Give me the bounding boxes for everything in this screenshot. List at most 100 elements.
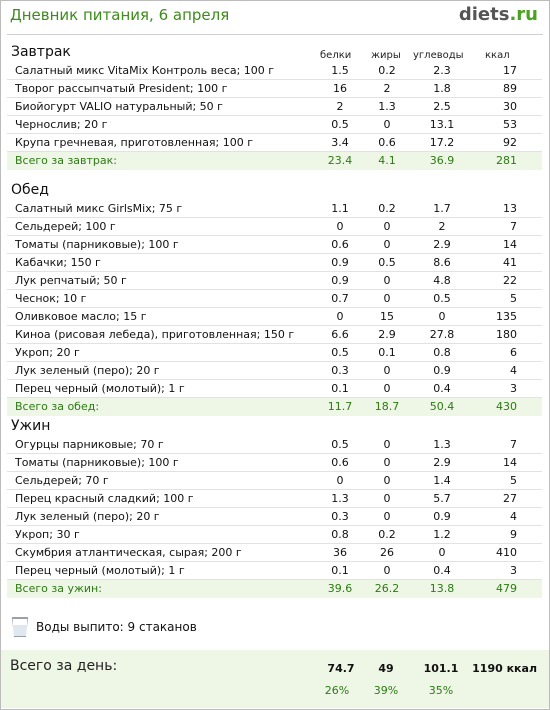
meal-total-protein: 11.7	[327, 400, 353, 413]
food-fat: 0	[383, 492, 391, 505]
food-row[interactable]: Чеснок; 10 г 0.7 0 0.5 5	[7, 290, 542, 308]
day-kcal: 1190 ккал	[472, 662, 537, 675]
food-kcal: 9	[510, 528, 517, 541]
food-protein: 0.9	[331, 274, 349, 287]
meal-title-text: Завтрак	[11, 44, 71, 60]
food-fat: 0	[383, 456, 391, 469]
food-fat: 0	[383, 474, 391, 487]
food-row[interactable]: Крупа гречневая, приготовленная; 100 г 3.…	[7, 134, 542, 152]
food-fat: 0.2	[378, 202, 396, 215]
food-kcal: 89	[503, 82, 517, 95]
food-kcal: 53	[503, 118, 517, 131]
food-name: Томаты (парниковые); 100 г	[15, 456, 179, 469]
food-row[interactable]: Творог рассыпчатый President; 100 г 16 2 1.…	[7, 80, 542, 98]
day-carbs: 101.1	[423, 662, 459, 675]
food-name: Крупа гречневая, приготовленная; 100 г	[15, 136, 254, 149]
food-name: Перец красный сладкий; 100 г	[15, 492, 194, 505]
food-name: Салатный микс VitaMix Контроль веса; 100…	[15, 64, 275, 77]
meal-total-kcal: 479	[496, 582, 517, 595]
food-row[interactable]: Сельдерей; 100 г 0 0 2 7	[7, 218, 542, 236]
food-fat: 0	[383, 364, 391, 377]
food-row[interactable]: Салатный микс GirlsMix; 75 г 1.1 0.2 1.7 13	[7, 200, 542, 218]
food-protein: 36	[333, 546, 347, 559]
site-logo[interactable]: diets.ru	[459, 4, 538, 25]
food-name: Томаты (парниковые); 100 г	[15, 238, 179, 251]
food-kcal: 180	[496, 328, 517, 341]
food-carbs: 0	[438, 310, 446, 323]
food-row[interactable]: Огурцы парниковые; 70 г 0.5 0 1.3 7	[7, 436, 542, 454]
food-protein: 6.6	[331, 328, 349, 341]
food-carbs: 0.5	[433, 292, 451, 305]
food-row[interactable]: Сельдерей; 70 г 0 0 1.4 5	[7, 472, 542, 490]
food-carbs: 0.4	[433, 564, 451, 577]
column-header-carbs: углеводы	[413, 50, 464, 61]
food-protein: 0.8	[331, 528, 349, 541]
food-carbs: 2.3	[433, 64, 451, 77]
meal-total-protein: 39.6	[327, 582, 353, 595]
food-row[interactable]: Перец черный (молотый); 1 г 0.1 0 0.4 3	[7, 562, 542, 580]
food-row[interactable]: Лук зеленый (перо); 20 г 0.3 0 0.9 4	[7, 362, 542, 380]
food-carbs: 0.9	[433, 510, 451, 523]
food-protein: 1.3	[331, 492, 349, 505]
food-fat: 15	[380, 310, 394, 323]
food-fat: 26	[380, 546, 394, 559]
food-row[interactable]: Лук репчатый; 50 г 0.9 0 4.8 22	[7, 272, 542, 290]
logo-tld: .ru	[509, 4, 538, 25]
food-kcal: 7	[510, 438, 517, 451]
food-kcal: 6	[510, 346, 517, 359]
meal-title: Обед	[7, 180, 542, 200]
food-carbs: 8.6	[433, 256, 451, 269]
food-row[interactable]: Томаты (парниковые); 100 г 0.6 0 2.9 14	[7, 236, 542, 254]
food-kcal: 13	[503, 202, 517, 215]
food-row[interactable]: Кабачки; 150 г 0.9 0.5 8.6 41	[7, 254, 542, 272]
meal-section: Обед Салатный микс GirlsMix; 75 г 1.1 0.2 1.…	[7, 180, 542, 416]
food-carbs: 2	[438, 220, 446, 233]
food-protein: 0.6	[331, 238, 349, 251]
food-name: Биойогурт VALIO натуральный; 50 г	[15, 100, 223, 113]
food-row[interactable]: Лук зеленый (перо); 20 г 0.3 0 0.9 4	[7, 508, 542, 526]
food-name: Скумбрия атлантическая, сырая; 200 г	[15, 546, 242, 559]
food-row[interactable]: Укроп; 20 г 0.5 0.1 0.8 6	[7, 344, 542, 362]
food-name: Салатный микс GirlsMix; 75 г	[15, 202, 183, 215]
food-row[interactable]: Киноа (рисовая лебеда), приготовленная; …	[7, 326, 542, 344]
food-row[interactable]: Биойогурт VALIO натуральный; 50 г 2 1.3 2.5…	[7, 98, 542, 116]
food-kcal: 22	[503, 274, 517, 287]
food-name: Чеснок; 10 г	[15, 292, 87, 305]
food-row[interactable]: Салатный микс VitaMix Контроль веса; 100…	[7, 62, 542, 80]
food-row[interactable]: Укроп; 30 г 0.8 0.2 1.2 9	[7, 526, 542, 544]
food-kcal: 5	[510, 474, 517, 487]
meal-total-fat: 26.2	[374, 582, 400, 595]
food-row[interactable]: Оливковое масло; 15 г 0 15 0 135	[7, 308, 542, 326]
food-kcal: 135	[496, 310, 517, 323]
food-protein: 0.6	[331, 456, 349, 469]
day-protein: 74.7	[327, 662, 355, 675]
food-row[interactable]: Томаты (парниковые); 100 г 0.6 0 2.9 14	[7, 454, 542, 472]
food-kcal: 7	[510, 220, 517, 233]
day-protein-pct: 26%	[324, 684, 350, 697]
food-fat: 0	[383, 510, 391, 523]
water-label: Воды выпито: 9 стаканов	[36, 620, 197, 634]
meal-total-fat: 4.1	[378, 154, 396, 167]
food-protein: 0.1	[331, 382, 349, 395]
food-row[interactable]: Скумбрия атлантическая, сырая; 200 г 36 26…	[7, 544, 542, 562]
water-intake: Воды выпито: 9 стаканов	[10, 614, 310, 640]
food-protein: 0.5	[331, 438, 349, 451]
food-carbs: 0.4	[433, 382, 451, 395]
day-fat-pct: 39%	[373, 684, 399, 697]
food-row[interactable]: Перец черный (молотый); 1 г 0.1 0 0.4 3	[7, 380, 542, 398]
meal-section: Завтрак белки жиры углеводы ккал Салатный мик…	[7, 42, 542, 170]
food-row[interactable]: Чернослив; 20 г 0.5 0 13.1 53	[7, 116, 542, 134]
food-protein: 2	[336, 100, 344, 113]
meal-total-fat: 18.7	[374, 400, 400, 413]
food-protein: 0.5	[331, 346, 349, 359]
meal-total-row: Всего за обед: 11.7 18.7 50.4 430	[7, 398, 542, 416]
food-carbs: 0	[438, 546, 446, 559]
food-name: Киноа (рисовая лебеда), приготовленная; …	[15, 328, 295, 341]
food-row[interactable]: Перец красный сладкий; 100 г 1.3 0 5.7 27	[7, 490, 542, 508]
food-name: Оливковое масло; 15 г	[15, 310, 147, 323]
food-kcal: 41	[503, 256, 517, 269]
food-carbs: 2.9	[433, 456, 451, 469]
food-fat: 0	[383, 238, 391, 251]
food-protein: 0.1	[331, 564, 349, 577]
food-name: Укроп; 30 г	[15, 528, 80, 541]
